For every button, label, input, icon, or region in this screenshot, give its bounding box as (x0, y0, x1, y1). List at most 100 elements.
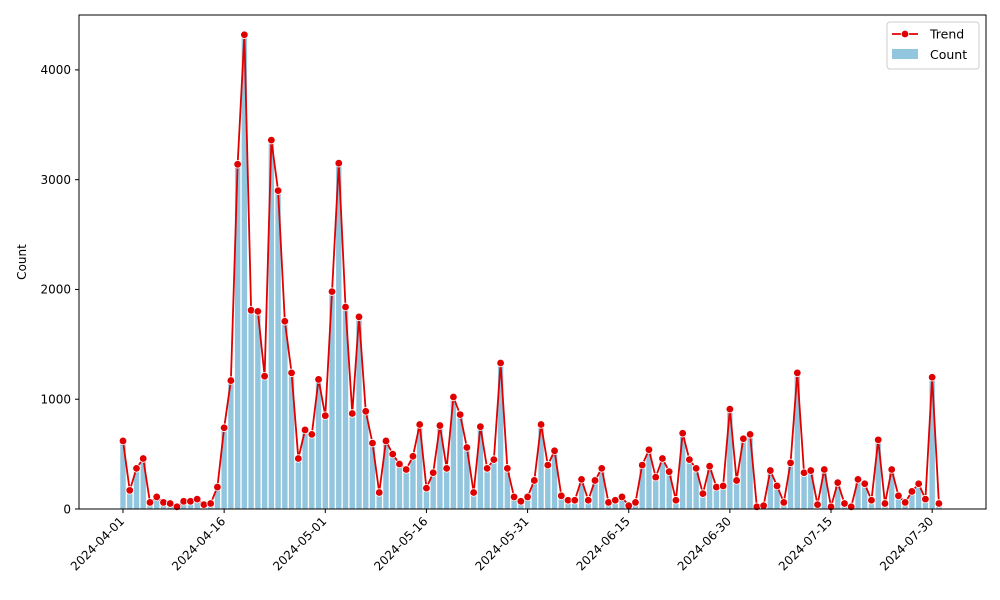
trend-marker (617, 492, 627, 502)
legend: Trend Count (886, 21, 980, 70)
trend-line (122, 33, 940, 508)
trend-marker (927, 373, 937, 382)
count-bar (464, 447, 470, 509)
count-bar (740, 438, 747, 509)
trend-marker (287, 368, 296, 378)
legend-count-swatch (892, 49, 918, 59)
trend-marker (199, 500, 209, 509)
trend-marker (725, 404, 735, 414)
trend-marker (381, 436, 391, 446)
count-bar (423, 488, 430, 509)
trend-marker (253, 307, 263, 316)
count-bar (767, 470, 774, 509)
trend-marker (428, 468, 438, 477)
trend-marker (806, 466, 815, 475)
count-bar (288, 372, 295, 509)
count-bar (868, 500, 875, 509)
trend-marker (894, 491, 903, 501)
trend-marker (611, 496, 620, 505)
trend-marker (678, 429, 687, 438)
y-tick-label: 1000 (40, 393, 71, 407)
trend-marker (496, 358, 505, 368)
count-bar (585, 500, 591, 509)
count-bar (619, 496, 625, 509)
count-bar (686, 459, 693, 509)
count-bar (484, 468, 490, 509)
trend-marker (348, 409, 357, 418)
trend-marker (631, 498, 640, 507)
x-tick-label: 2024-05-01 (270, 514, 329, 573)
count-bar (895, 495, 902, 509)
trend-marker (887, 465, 896, 474)
trend-marker (516, 497, 526, 506)
count-bar (282, 321, 288, 509)
count-bar (733, 480, 740, 509)
count-bar (241, 34, 248, 509)
trend-marker (867, 496, 876, 505)
trend-marker (536, 420, 546, 429)
count-bar (531, 480, 538, 509)
count-bar (524, 496, 531, 509)
x-tick-label: 2024-05-16 (371, 514, 430, 573)
trend-marker (853, 475, 863, 484)
count-bar (774, 485, 780, 509)
count-bar (470, 492, 477, 509)
trend-marker (415, 420, 424, 429)
count-bar (268, 140, 275, 509)
trend-marker (638, 460, 647, 470)
trend-marker (462, 443, 472, 452)
count-bar (369, 443, 376, 509)
trend-marker (759, 501, 768, 510)
count-bar (261, 376, 268, 509)
count-bar (808, 470, 814, 509)
trend-marker (307, 430, 316, 439)
trend-marker (455, 410, 465, 419)
count-bar (443, 468, 450, 509)
x-tick-label: 2024-04-16 (169, 514, 228, 573)
trend-marker (482, 464, 492, 473)
trend-marker (712, 482, 721, 492)
count-bar (390, 454, 396, 509)
trend-marker (125, 486, 134, 495)
trend-marker (469, 488, 478, 497)
trend-marker (658, 454, 667, 463)
trend-marker (914, 479, 923, 488)
count-bar (154, 496, 160, 509)
trend-marker (327, 287, 337, 296)
x-tick-label: 2024-07-30 (877, 514, 936, 573)
trend-marker (772, 481, 782, 491)
count-bar (214, 487, 221, 509)
trend-marker (718, 481, 728, 491)
trend-marker (273, 186, 283, 195)
count-bar (477, 426, 484, 509)
trend-marker (159, 498, 168, 507)
trend-marker (267, 135, 276, 145)
trend-marker (375, 488, 384, 497)
count-bar (653, 477, 659, 509)
trend-marker (820, 465, 829, 474)
trend-marker (408, 452, 418, 461)
count-bar (504, 468, 511, 509)
count-bar (801, 472, 807, 509)
count-bar (430, 472, 436, 509)
trend-marker (361, 407, 370, 416)
count-bar (295, 458, 302, 509)
count-bar (221, 427, 227, 509)
count-bar (309, 434, 315, 509)
trend-marker (139, 454, 148, 463)
trend-marker (766, 466, 775, 475)
trend-marker (671, 496, 681, 505)
count-bar (572, 500, 578, 509)
count-bar (329, 291, 335, 509)
count-bar (302, 429, 308, 509)
trend-marker (900, 498, 910, 507)
count-bar (403, 469, 409, 509)
y-tick-label: 2000 (40, 283, 71, 297)
trend-marker (880, 499, 890, 508)
count-bar (315, 379, 322, 509)
count-bar (228, 380, 234, 509)
trend-marker (543, 460, 553, 470)
count-bar (875, 439, 881, 509)
count-bar (929, 377, 935, 509)
